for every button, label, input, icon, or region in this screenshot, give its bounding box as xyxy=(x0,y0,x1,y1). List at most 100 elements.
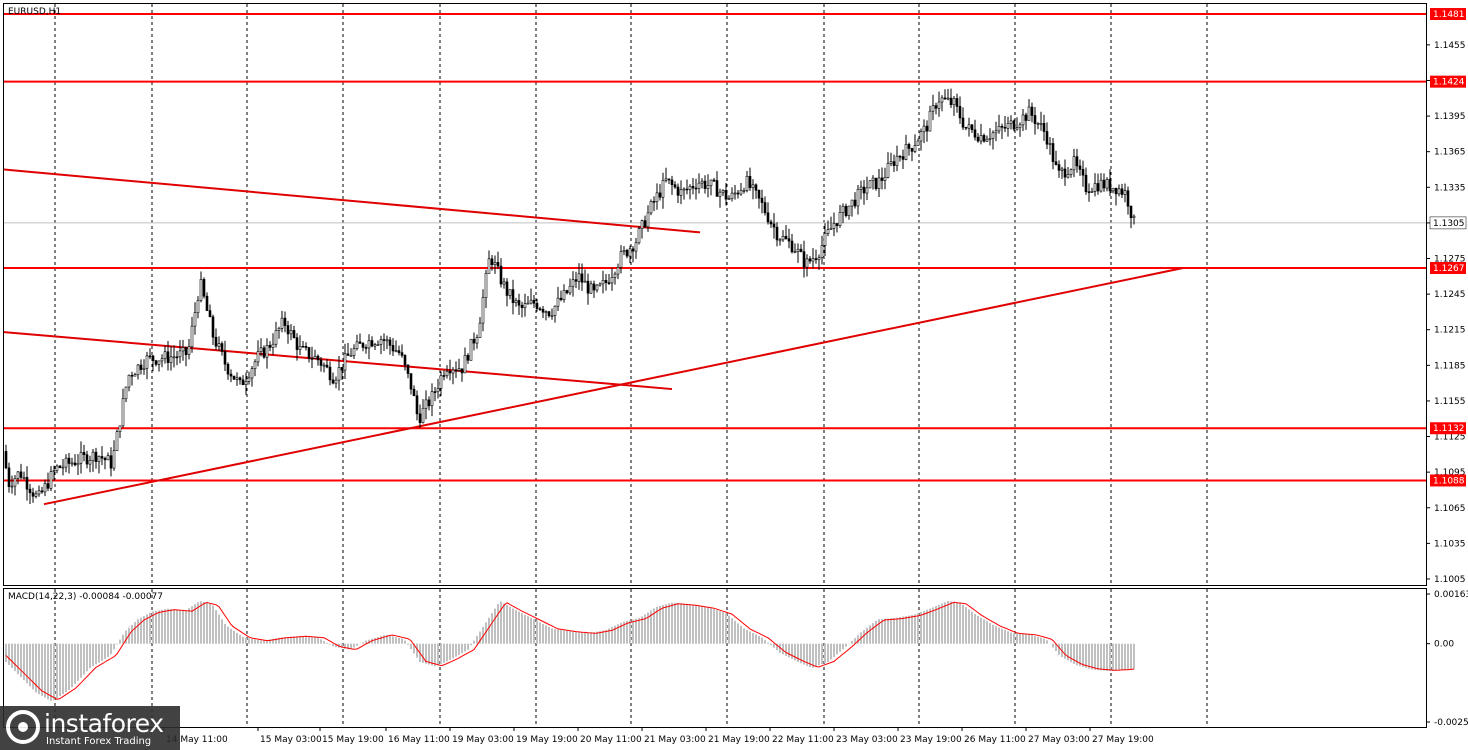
candle-body xyxy=(493,262,497,265)
candle-body xyxy=(706,185,710,189)
candle-body xyxy=(988,138,992,140)
candle-body xyxy=(721,190,725,193)
macd-signal xyxy=(5,601,1135,700)
candle-body xyxy=(898,155,902,158)
candle-body xyxy=(856,189,860,207)
candle-body xyxy=(415,395,419,415)
candle-body xyxy=(1069,169,1073,175)
candle-body xyxy=(799,248,803,252)
candle-body xyxy=(598,283,602,286)
candle-body xyxy=(937,101,941,109)
candle-body xyxy=(391,345,395,352)
candle-body xyxy=(334,379,338,384)
candle-body xyxy=(487,258,491,274)
chart-title: EURUSD,H1 xyxy=(8,7,61,17)
candle-body xyxy=(499,265,503,285)
price-tick-label: 1.1005 xyxy=(1434,575,1466,585)
candle-body xyxy=(973,129,977,138)
time-tick-label: 27 May 19:00 xyxy=(1092,735,1154,745)
candle-body xyxy=(1132,215,1136,219)
candle-body xyxy=(523,303,527,309)
price-axis: 1.14551.14251.13951.13651.13351.13051.12… xyxy=(1426,8,1467,585)
candle-body xyxy=(544,311,548,313)
candle-body xyxy=(919,131,923,142)
candle-body xyxy=(106,455,110,461)
candle-body xyxy=(649,201,653,214)
time-tick-label: 21 May 19:00 xyxy=(708,735,770,745)
candle-body xyxy=(502,281,506,285)
candle-body xyxy=(307,347,311,359)
candle-body xyxy=(1027,106,1031,121)
candle-body xyxy=(1033,115,1037,124)
candle-body xyxy=(268,344,272,348)
candle-body xyxy=(958,106,962,119)
candle-body xyxy=(592,283,596,291)
candle-body xyxy=(859,186,863,190)
candle-body xyxy=(796,248,800,252)
candle-body xyxy=(553,305,557,316)
candle-body xyxy=(691,186,695,189)
candle-body xyxy=(1036,123,1040,125)
candle-body xyxy=(10,485,14,488)
candle-body xyxy=(310,357,314,360)
candle-body xyxy=(1054,161,1058,165)
candles xyxy=(4,88,1136,505)
candle-body xyxy=(940,97,944,103)
candle-body xyxy=(853,199,857,207)
candle-body xyxy=(637,228,641,244)
candle-body xyxy=(298,345,302,350)
candle-body xyxy=(301,345,305,348)
candle-body xyxy=(193,312,197,327)
candle-body xyxy=(37,490,41,495)
candle-body xyxy=(232,375,236,380)
candle-body xyxy=(763,202,767,214)
candle-body xyxy=(385,339,389,342)
candle-body xyxy=(94,451,98,462)
price-tick-label: 1.1155 xyxy=(1434,397,1466,407)
candle-body xyxy=(922,125,926,133)
candle-body xyxy=(1003,126,1007,129)
candle-body xyxy=(862,186,866,194)
candle-body xyxy=(1051,143,1055,163)
candle-body xyxy=(73,462,77,466)
candle-body xyxy=(70,462,74,465)
candle-body xyxy=(1114,187,1118,195)
candle-body xyxy=(277,328,281,331)
time-tick-label: 16 May 11:00 xyxy=(388,735,450,745)
candle-body xyxy=(928,110,932,132)
candle-body xyxy=(811,258,815,262)
candle-body xyxy=(85,454,89,465)
candle-body xyxy=(1129,205,1133,219)
candle-body xyxy=(40,490,44,493)
candle-body xyxy=(64,457,68,468)
price-tick-label: 1.1365 xyxy=(1434,148,1466,158)
candle-body xyxy=(847,205,851,216)
candle-body xyxy=(514,300,518,303)
candle-body xyxy=(376,344,380,346)
candle-body xyxy=(700,180,704,184)
time-tick-label: 15 May 03:00 xyxy=(260,735,322,745)
candle-body xyxy=(112,450,116,469)
candle-body xyxy=(697,182,701,189)
candle-body xyxy=(25,477,29,490)
candle-body xyxy=(361,343,365,348)
candle-body xyxy=(751,184,755,188)
time-tick-label: 19 May 03:00 xyxy=(452,735,514,745)
candle-body xyxy=(52,470,56,472)
price-tick-label: 1.1275 xyxy=(1434,255,1466,265)
candle-body xyxy=(169,356,173,363)
candle-body xyxy=(625,249,629,257)
candle-body xyxy=(166,351,170,363)
macd-histogram xyxy=(5,601,1135,702)
candle-body xyxy=(13,478,17,487)
candle-body xyxy=(472,338,476,344)
candle-body xyxy=(739,190,743,195)
candle-body xyxy=(718,191,722,197)
candle-body xyxy=(274,330,278,345)
candle-body xyxy=(883,177,887,181)
price-tick-label: 1.1335 xyxy=(1434,183,1466,193)
candle-body xyxy=(478,322,482,338)
candle-body xyxy=(1015,127,1019,130)
candle-body xyxy=(160,358,164,362)
